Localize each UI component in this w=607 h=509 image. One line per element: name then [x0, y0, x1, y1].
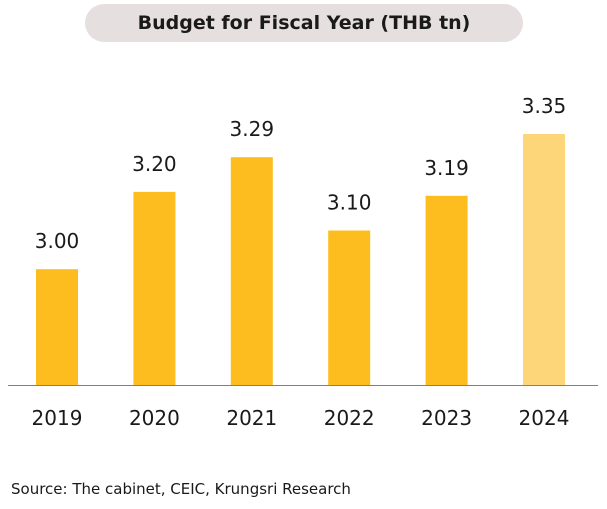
x-tick-label-2021: 2021 — [226, 406, 277, 430]
x-tick-label-2024: 2024 — [519, 406, 570, 430]
bar-2020 — [133, 191, 176, 385]
x-tick-label-2023: 2023 — [421, 406, 472, 430]
chart-title: Budget for Fiscal Year (THB tn) — [137, 12, 471, 34]
value-label-2024: 3.35 — [522, 94, 567, 118]
bar-2022 — [328, 230, 371, 385]
bar-2023 — [425, 195, 468, 385]
bar-2019 — [36, 269, 78, 385]
chart-title-pill: Budget for Fiscal Year (THB tn) — [85, 4, 523, 42]
value-label-2023: 3.19 — [424, 156, 469, 180]
x-tick-label-2019: 2019 — [32, 406, 83, 430]
value-label-2020: 3.20 — [132, 152, 177, 176]
value-label-2021: 3.29 — [230, 117, 275, 141]
bar-2021 — [230, 157, 273, 385]
x-tick-label-2020: 2020 — [129, 406, 180, 430]
value-label-2019: 3.00 — [35, 229, 80, 253]
x-tick-label-2022: 2022 — [324, 406, 375, 430]
value-label-2022: 3.10 — [327, 191, 372, 215]
bar-2024 — [523, 134, 565, 385]
source-note: Source: The cabinet, CEIC, Krungsri Rese… — [11, 480, 351, 498]
